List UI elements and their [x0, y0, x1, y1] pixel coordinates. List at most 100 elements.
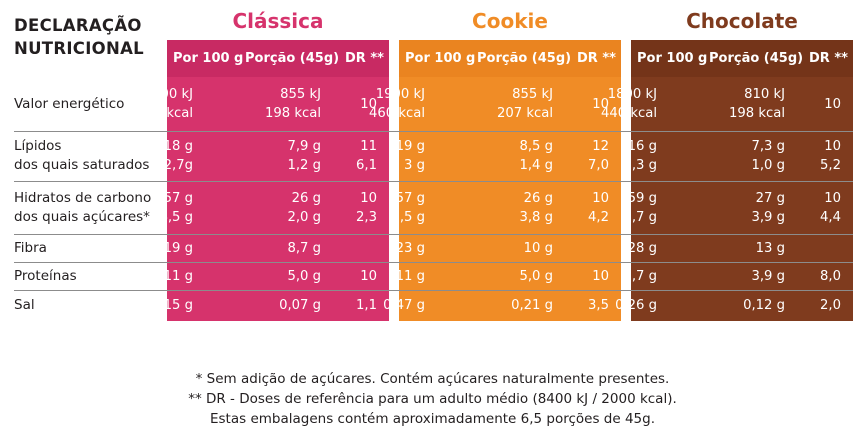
nutrient-value: 10 [360, 95, 377, 114]
value-line: 460 kcal [369, 106, 425, 121]
nutrient-value: 1,1 [356, 296, 377, 315]
nutrient-value: 0,47 g [383, 296, 425, 315]
value-line: 6,1 [356, 158, 377, 173]
heading-line-1: DECLARAÇÃO [14, 16, 142, 35]
nutrient-value: 27 g 3,9 g [751, 189, 785, 227]
nutrient-value: 18 g 2,7g [164, 137, 193, 175]
row-label-line: Proteínas [14, 268, 77, 284]
value-line: 26 g [291, 191, 321, 206]
nutrient-value: 10 g [524, 239, 553, 258]
value-line: 59 g [627, 191, 657, 206]
row-divider [14, 290, 853, 291]
value-line: 10 [360, 97, 377, 112]
column-header: DR ** [809, 51, 848, 66]
value-line: 440 kcal [601, 106, 657, 121]
row-label-line: dos quais açúcares* [14, 209, 150, 225]
row-divider [14, 181, 853, 182]
value-line: 10 [360, 191, 377, 206]
value-line: 207 kcal [497, 106, 553, 121]
footnote-portions: Estas embalagens contém aproximadamente … [209, 411, 656, 427]
footnote-reference-doses: ** DR - Doses de referência para um adul… [188, 391, 677, 407]
value-line: 12 [592, 139, 609, 154]
value-line: 16 g [627, 139, 657, 154]
nutrient-value: 26 g 3,8 g [519, 189, 553, 227]
value-line: 1800 kJ [607, 87, 657, 102]
value-line: 2,0 g [287, 210, 321, 225]
nutrient-value: 5,0 g [287, 267, 321, 286]
value-line: 5,0 g [287, 269, 321, 284]
nutrient-value: 10 [592, 267, 609, 286]
value-line: 3,5 [588, 298, 609, 313]
value-line: 10 [824, 191, 841, 206]
nutrient-value: 7,3 g 1,0 g [751, 137, 785, 175]
nutrient-value: 855 kJ 198 kcal [265, 85, 321, 123]
value-line: 57 g [395, 191, 425, 206]
row-divider [14, 234, 853, 235]
heading-line-2: NUTRICIONAL [14, 39, 144, 58]
product-title-chocolate: Chocolate [686, 9, 798, 33]
value-line: 2,3 [356, 210, 377, 225]
row-label-line: Fibra [14, 240, 47, 256]
value-line: 5,0 g [519, 269, 553, 284]
nutrient-value: 1800 kJ 440 kcal [601, 85, 657, 123]
value-line: 0,15 g [151, 298, 193, 313]
value-line: 11 g [163, 269, 193, 284]
value-line: 0,21 g [511, 298, 553, 313]
nutrient-value: 10 [824, 95, 841, 114]
value-line: 8,7 g [287, 241, 321, 256]
value-line: 11 g [395, 269, 425, 284]
nutrient-value: 26 g 2,0 g [287, 189, 321, 227]
value-line: 19 g [163, 241, 193, 256]
value-line: 4,4 [820, 210, 841, 225]
value-line: 3 g [404, 158, 425, 173]
product-panel-classica: Por 100 g Porção (45g) DR ** 1900 kJ 440 kca… [137, 40, 389, 321]
panel-header-cookie: Por 100 g Porção (45g) DR ** [399, 40, 621, 77]
value-line: 3,9 g [751, 210, 785, 225]
value-line: 0,07 g [279, 298, 321, 313]
nutrient-value: 19 g 3 g [396, 137, 425, 175]
row-label: Lípidos dos quais saturados [14, 137, 149, 175]
nutrient-value: 11 g [164, 267, 193, 286]
nutrient-value: 16 g 2,3 g [623, 137, 657, 175]
row-label-line: dos quais saturados [14, 157, 150, 173]
value-line: 0,47 g [383, 298, 425, 313]
value-line: 1,0 g [751, 158, 785, 173]
nutrient-value: 8,7 g [287, 239, 321, 258]
value-line: 10 [360, 269, 377, 284]
row-divider [14, 262, 853, 263]
product-panel-chocolate: Por 100 g Porção (45g) DR ** 1800 kJ 440 kca… [601, 40, 853, 321]
nutrient-value: 8,7 g [623, 267, 657, 286]
row-label-line: Valor energético [14, 96, 125, 112]
row-label: Fibra [14, 239, 47, 258]
row-label-line: Sal [14, 297, 35, 313]
value-line: 4,5 g [159, 210, 193, 225]
row-divider [14, 131, 853, 132]
value-line: 13 g [755, 241, 785, 256]
value-line: 3,8 g [519, 210, 553, 225]
value-line: 4,2 [588, 210, 609, 225]
value-line: 198 kcal [265, 106, 321, 121]
column-header: DR ** [577, 51, 616, 66]
value-line: 7,9 g [287, 139, 321, 154]
nutrient-value: 10 2,3 [356, 189, 377, 227]
row-label: Proteínas [14, 267, 77, 286]
column-header: Porção (45g) [709, 51, 804, 66]
row-label: Hidratos de carbono dos quais açúcares* [14, 189, 151, 227]
row-label: Sal [14, 296, 35, 315]
nutrient-value: 10 4,4 [820, 189, 841, 227]
nutrient-value: 8,5 g 1,4 g [519, 137, 553, 175]
nutrient-value: 57 g 8,5 g [391, 189, 425, 227]
panel-header-classica: Por 100 g Porção (45g) DR ** [167, 40, 389, 77]
value-line: 1900 kJ [143, 87, 193, 102]
value-line: 27 g [755, 191, 785, 206]
nutrient-value: 10 4,2 [588, 189, 609, 227]
value-line: 8,0 [820, 269, 841, 284]
value-line: 18 g [163, 139, 193, 154]
panel-header-chocolate: Por 100 g Porção (45g) DR ** [631, 40, 853, 77]
value-line: 198 kcal [729, 106, 785, 121]
value-line: 8,7 g [623, 269, 657, 284]
row-label-line: Hidratos de carbono [14, 190, 152, 206]
nutrient-value: 8,0 [820, 267, 841, 286]
value-line: 57 g [163, 191, 193, 206]
